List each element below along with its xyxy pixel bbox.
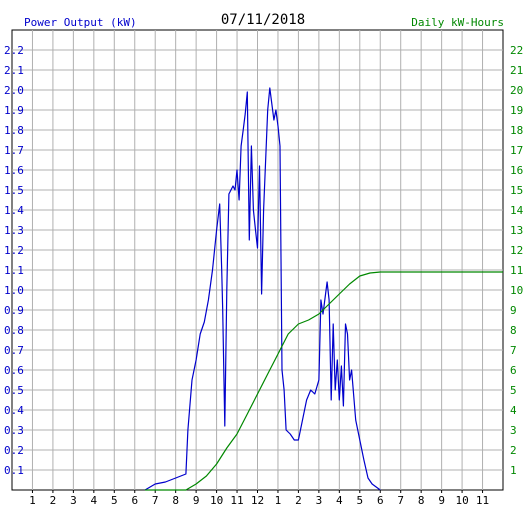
x-tick-label: 12 xyxy=(251,494,264,507)
x-tick-label: 10 xyxy=(455,494,468,507)
left-tick-label: 0.9 xyxy=(4,304,24,317)
right-tick-label: 19 xyxy=(510,104,523,117)
left-tick-label: 1.9 xyxy=(4,104,24,117)
power-series-line xyxy=(144,87,381,491)
left-tick-label: 0.5 xyxy=(4,384,24,397)
right-tick-label: 21 xyxy=(510,64,523,77)
left-tick-label: 1.4 xyxy=(4,204,24,217)
x-tick-label: 8 xyxy=(418,494,425,507)
left-tick-label: 0.1 xyxy=(4,464,24,477)
left-tick-label: 1.6 xyxy=(4,164,24,177)
chart-title: 07/11/2018 xyxy=(221,12,305,28)
right-tick-label: 14 xyxy=(510,204,524,217)
energy-series-line xyxy=(145,271,503,491)
x-tick-label: 2 xyxy=(50,494,57,507)
left-tick-label: 1.7 xyxy=(4,144,24,157)
right-tick-label: 18 xyxy=(510,124,523,137)
left-axis-ticks: 0.1 0.2 0.3 0.4 0.5 0.6 0.7 0.8 0.9 1.0 1.1 1.2 1.3 1… xyxy=(4,44,24,477)
right-tick-label: 3 xyxy=(510,424,517,437)
x-tick-label: 7 xyxy=(397,494,404,507)
x-tick-label: 10 xyxy=(210,494,223,507)
x-tick-label: 6 xyxy=(377,494,384,507)
left-tick-label: 0.2 xyxy=(4,444,24,457)
right-tick-label: 16 xyxy=(510,164,523,177)
right-tick-label: 13 xyxy=(510,224,523,237)
right-tick-label: 20 xyxy=(510,84,523,97)
left-tick-label: 0.8 xyxy=(4,324,24,337)
x-tick-label: 11 xyxy=(230,494,243,507)
x-tick-label: 4 xyxy=(91,494,98,507)
right-tick-label: 9 xyxy=(510,304,517,317)
right-tick-label: 22 xyxy=(510,44,523,57)
grid xyxy=(12,30,503,490)
right-tick-label: 8 xyxy=(510,324,517,337)
left-tick-label: 1.5 xyxy=(4,184,24,197)
x-tick-label: 4 xyxy=(336,494,343,507)
right-tick-label: 11 xyxy=(510,264,523,277)
x-tick-label: 9 xyxy=(438,494,445,507)
right-tick-label: 6 xyxy=(510,364,517,377)
left-tick-label: 1.3 xyxy=(4,224,24,237)
right-tick-label: 1 xyxy=(510,464,517,477)
right-tick-label: 17 xyxy=(510,144,523,157)
x-tick-label: 8 xyxy=(172,494,179,507)
left-tick-label: 0.7 xyxy=(4,344,24,357)
series-group xyxy=(144,87,503,491)
right-tick-label: 15 xyxy=(510,184,523,197)
x-tick-label: 11 xyxy=(476,494,489,507)
right-tick-label: 2 xyxy=(510,444,517,457)
right-tick-label: 7 xyxy=(510,344,517,357)
right-tick-label: 5 xyxy=(510,384,517,397)
left-tick-label: 0.6 xyxy=(4,364,24,377)
x-tick-label: 5 xyxy=(111,494,118,507)
x-tick-label: 1 xyxy=(29,494,36,507)
left-tick-label: 0.4 xyxy=(4,404,24,417)
right-tick-label: 10 xyxy=(510,284,523,297)
x-tick-label: 9 xyxy=(193,494,200,507)
left-axis-label: Power Output (kW) xyxy=(24,16,137,29)
x-tick-label: 7 xyxy=(152,494,159,507)
left-tick-label: 1.8 xyxy=(4,124,24,137)
x-tick-label: 6 xyxy=(131,494,138,507)
right-tick-label: 12 xyxy=(510,244,523,257)
left-tick-label: 2.2 xyxy=(4,44,24,57)
x-tick-label: 2 xyxy=(295,494,302,507)
right-tick-label: 4 xyxy=(510,404,517,417)
left-tick-label: 2.0 xyxy=(4,84,24,97)
x-tick-label: 3 xyxy=(316,494,323,507)
left-tick-label: 1.1 xyxy=(4,264,24,277)
x-axis-ticks: 1 2 3 4 5 6 7 8 9 10 11 12 1 2 3 4 5 6 7 8 9 10 11 xyxy=(29,490,489,507)
left-tick-label: 1.2 xyxy=(4,244,24,257)
left-tick-label: 2.1 xyxy=(4,64,24,77)
left-tick-label: 0.3 xyxy=(4,424,24,437)
left-tick-label: 1.0 xyxy=(4,284,24,297)
x-tick-label: 1 xyxy=(275,494,282,507)
right-axis-label: Daily kW-Hours xyxy=(411,16,504,29)
x-tick-label: 5 xyxy=(356,494,363,507)
x-tick-label: 3 xyxy=(70,494,77,507)
